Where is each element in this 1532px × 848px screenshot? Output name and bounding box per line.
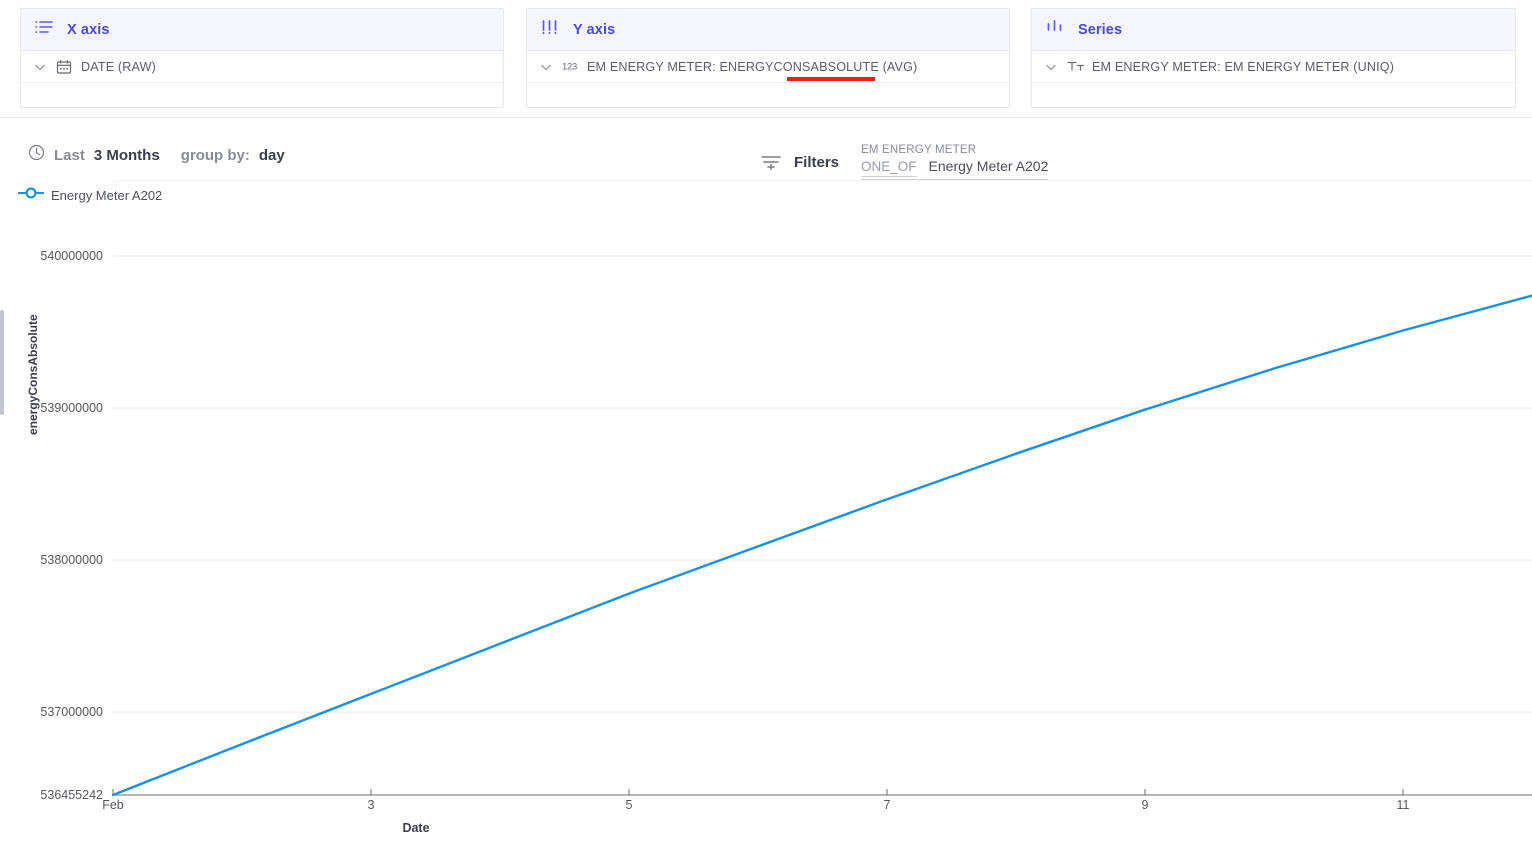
chevron-down-icon[interactable] bbox=[539, 60, 553, 74]
panel-x-axis: X axis DATE (RAW) bbox=[20, 8, 504, 108]
x-axis-tick-label: Feb bbox=[102, 798, 124, 812]
svg-text:123: 123 bbox=[562, 61, 577, 72]
vertical-scrollbar-thumb[interactable] bbox=[0, 310, 4, 415]
list-icon bbox=[35, 20, 53, 39]
chevron-down-icon[interactable] bbox=[1044, 60, 1058, 74]
filters-label: Filters bbox=[794, 154, 840, 171]
x-axis-tick-label: 3 bbox=[367, 798, 375, 812]
time-range-value[interactable]: 3 Months bbox=[93, 146, 160, 164]
chart-toolbar: Last 3 Months group by: day Filters EM E… bbox=[0, 118, 1532, 180]
filter-field-label: EM ENERGY METER bbox=[861, 144, 977, 156]
panel-y-axis-title: Y axis bbox=[573, 21, 616, 38]
y-axis-tick-label: 539000000 bbox=[40, 401, 103, 416]
panel-series-title: Series bbox=[1078, 21, 1123, 38]
panel-series-header: Series bbox=[1032, 9, 1515, 51]
y-axis-empty-slot[interactable] bbox=[527, 83, 1009, 107]
line-chart: 540000000 539000000 538000000 537000000 5364… bbox=[0, 180, 1532, 848]
chevron-down-icon[interactable] bbox=[33, 60, 47, 74]
groupby-prefix: group by: bbox=[180, 146, 250, 164]
x-axis-tick-label: 7 bbox=[883, 798, 891, 812]
x-axis-tick-label: 5 bbox=[625, 798, 633, 812]
series-field-row[interactable]: EM ENERGY METER: EM ENERGY METER (UNIQ) bbox=[1032, 51, 1515, 83]
y-axis-tick-label: 538000000 bbox=[40, 553, 103, 568]
panel-x-axis-header: X axis bbox=[21, 9, 503, 51]
y-axis-field-row[interactable]: 123 EM ENERGY METER: ENERGYCONSABSOLUTE … bbox=[527, 51, 1009, 83]
calendar-icon bbox=[56, 59, 72, 75]
clock-icon bbox=[28, 144, 45, 166]
filters-control: Filters EM ENERGY METER ONE_OF Energy Me… bbox=[760, 142, 1049, 180]
y-axis-highlight-marker bbox=[787, 77, 875, 81]
y-axis-tick-label: 537000000 bbox=[40, 705, 103, 720]
x-axis-field-row[interactable]: DATE (RAW) bbox=[21, 51, 503, 83]
number-123-icon: 123 bbox=[562, 59, 578, 75]
bars-icon bbox=[541, 20, 559, 39]
legend-marker-icon bbox=[18, 186, 44, 205]
filter-operator[interactable]: ONE_OF bbox=[861, 159, 917, 177]
panel-y-axis: Y axis 123 EM ENERGY METER: ENERGYCONSAB… bbox=[526, 8, 1010, 108]
series-field-label: EM ENERGY METER: EM ENERGY METER (UNIQ) bbox=[1092, 59, 1395, 74]
x-axis-tick-label: 9 bbox=[1141, 798, 1149, 812]
time-range-control[interactable]: Last 3 Months group by: day bbox=[28, 144, 285, 166]
y-axis-field-label: EM ENERGY METER: ENERGYCONSABSOLUTE (AVG… bbox=[587, 59, 918, 74]
y-axis-tick-label: 536455242 bbox=[40, 788, 103, 802]
axis-config-bar: X axis DATE (RAW) bbox=[0, 0, 1532, 118]
x-axis-title: Date bbox=[402, 821, 430, 835]
x-axis-field-label: DATE (RAW) bbox=[81, 59, 156, 74]
x-axis-tick-marks bbox=[112, 789, 1404, 795]
chart-gridlines bbox=[113, 180, 1532, 713]
legend-series-label: Energy Meter A202 bbox=[51, 188, 163, 203]
filter-icon[interactable] bbox=[760, 152, 782, 177]
text-type-icon bbox=[1067, 59, 1085, 75]
x-axis-tick-label: 11 bbox=[1396, 798, 1410, 812]
series-line-energy-meter-a202 bbox=[111, 294, 1532, 797]
panel-y-axis-header: Y axis bbox=[527, 9, 1009, 51]
groupby-value[interactable]: day bbox=[258, 146, 285, 164]
filter-value[interactable]: Energy Meter A202 bbox=[928, 158, 1049, 174]
series-empty-slot[interactable] bbox=[1032, 83, 1515, 107]
chart-legend[interactable]: Energy Meter A202 bbox=[18, 186, 162, 205]
y-axis-tick-label: 540000000 bbox=[40, 249, 103, 264]
filter-chip[interactable]: EM ENERGY METER ONE_OF Energy Meter A202 bbox=[861, 142, 1049, 180]
panel-x-axis-title: X axis bbox=[67, 21, 110, 38]
series-bars-icon bbox=[1046, 20, 1064, 39]
chart-plot-svg bbox=[111, 180, 1532, 797]
y-axis-title: energyConsAbsolute bbox=[26, 314, 40, 435]
time-range-prefix: Last bbox=[54, 146, 85, 164]
panel-series: Series EM ENERGY METER: EM ENERGY METER … bbox=[1031, 8, 1516, 108]
x-axis-empty-slot[interactable] bbox=[21, 83, 503, 107]
